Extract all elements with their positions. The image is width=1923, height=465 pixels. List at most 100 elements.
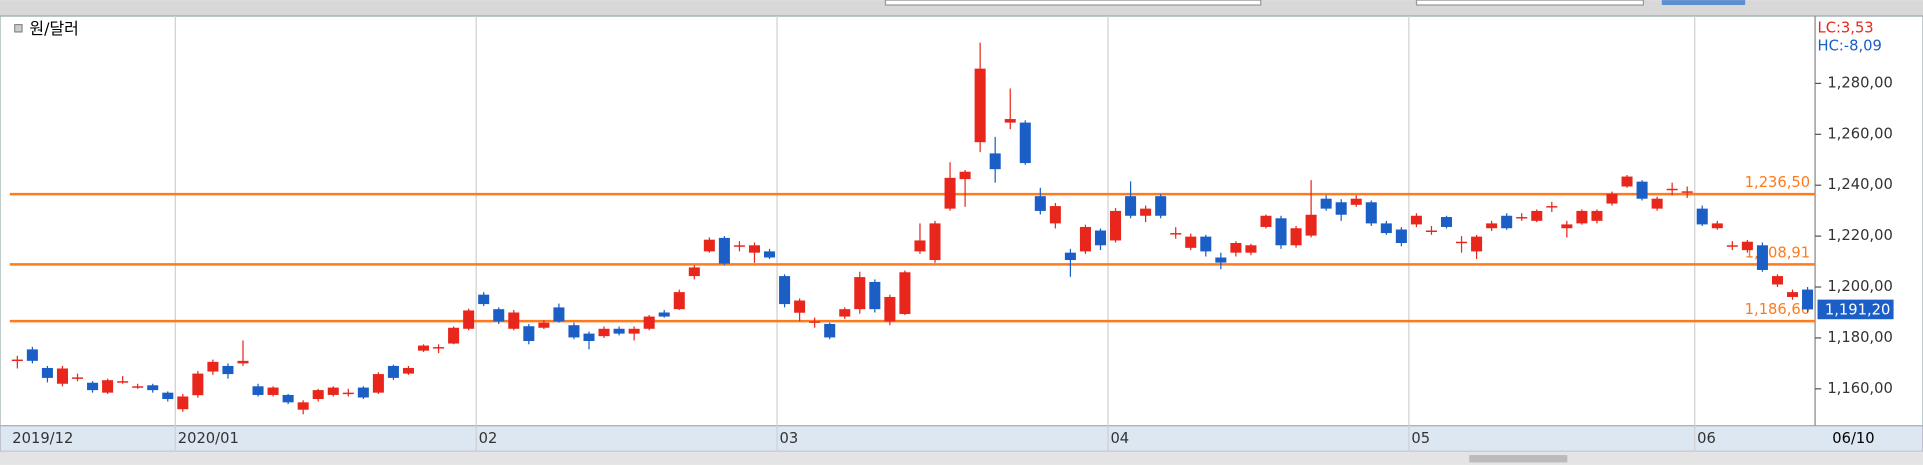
- scroll-thumb[interactable]: [1469, 455, 1568, 463]
- candle-body: [839, 309, 851, 317]
- toolbar-field[interactable]: [884, 0, 1262, 6]
- candle-body: [1395, 229, 1407, 243]
- candle-body: [1756, 245, 1768, 270]
- candle-body: [583, 333, 595, 341]
- candle-body: [613, 328, 625, 334]
- candle-body: [1651, 198, 1663, 209]
- candle-body: [252, 386, 264, 395]
- candle-body: [1155, 196, 1167, 216]
- level-label: 1,186,60: [1745, 301, 1810, 318]
- legend-swatch: [14, 24, 23, 33]
- candle-body: [1696, 208, 1708, 225]
- candle-body: [1380, 223, 1392, 234]
- candle-body: [207, 361, 219, 372]
- candle-body: [357, 387, 369, 398]
- candle-body: [267, 387, 279, 395]
- candle-body: [11, 359, 23, 362]
- candle-body: [1471, 236, 1483, 252]
- candle-body: [1320, 198, 1332, 209]
- candle-body: [523, 326, 535, 341]
- candle-body: [1125, 196, 1137, 216]
- candle-body: [463, 310, 475, 329]
- level-label: 1,236,50: [1745, 174, 1810, 191]
- candle-body: [989, 153, 1001, 170]
- x-tick-label: 2019/12: [12, 430, 73, 447]
- candle-body: [1200, 236, 1212, 252]
- toolbar-field[interactable]: [1415, 0, 1644, 6]
- candle-body: [342, 392, 354, 395]
- candle-body: [327, 387, 339, 395]
- candle-body: [1170, 233, 1182, 235]
- candle-body: [1516, 217, 1528, 219]
- candle-body: [147, 385, 159, 391]
- candle-body: [1110, 210, 1122, 241]
- candle-body: [809, 321, 821, 323]
- legend-label: 원/달러: [29, 19, 78, 38]
- x-axis-band: [0, 425, 1923, 453]
- candle-body: [102, 380, 114, 393]
- candle-body: [1771, 276, 1783, 285]
- candle-body: [1456, 241, 1468, 244]
- candle-body: [598, 328, 610, 337]
- candle-body: [1019, 122, 1031, 164]
- candle-body: [192, 373, 204, 396]
- candle-body: [1140, 208, 1152, 216]
- toolbar-button[interactable]: [1661, 0, 1746, 6]
- candle-body: [748, 245, 761, 253]
- candle-body: [222, 365, 234, 375]
- candle-body: [1546, 206, 1558, 208]
- candle-body: [1275, 218, 1287, 246]
- current-price-box: [1817, 299, 1894, 320]
- candle-body: [764, 251, 776, 258]
- candle-body: [643, 316, 655, 329]
- candle-body: [132, 386, 144, 388]
- candle-body: [26, 349, 38, 361]
- x-tick-label: 06: [1697, 430, 1716, 447]
- candle-body: [1079, 226, 1091, 252]
- candle-body: [1531, 210, 1543, 221]
- candle-body: [1802, 289, 1814, 310]
- candle-body: [1215, 257, 1227, 263]
- candle-body: [974, 68, 986, 143]
- y-tick-label: 1,160,00: [1827, 380, 1892, 397]
- candle-body: [1606, 193, 1618, 204]
- candle-body: [71, 377, 84, 379]
- candle-body: [899, 272, 911, 315]
- candle-body: [1230, 242, 1242, 253]
- candle-body: [1711, 223, 1723, 229]
- candle-body: [718, 237, 730, 264]
- annotation: HC:-8,09: [1818, 38, 1882, 55]
- candle-body: [87, 382, 99, 391]
- scrollbar[interactable]: [0, 451, 1923, 465]
- candle-body: [433, 347, 445, 349]
- candle-body: [402, 367, 414, 374]
- candle-body: [1245, 245, 1257, 253]
- candle-body: [869, 281, 881, 310]
- candle-body: [1501, 215, 1513, 229]
- candle-body: [162, 392, 174, 400]
- current-price-label: 1,191,20: [1825, 302, 1890, 319]
- y-tick-label: 1,260,00: [1827, 125, 1892, 142]
- candle-body: [1741, 241, 1753, 251]
- x-tick-label: 05: [1411, 430, 1430, 447]
- x-tick-label: 2020/01: [178, 430, 239, 447]
- candle-body: [1666, 188, 1678, 191]
- candle-body: [1621, 176, 1633, 187]
- candle-body: [387, 365, 399, 378]
- candle-body: [282, 394, 294, 403]
- candle-body: [1591, 210, 1603, 221]
- candle-body: [1290, 228, 1302, 246]
- candle-body: [703, 239, 715, 252]
- candle-body: [493, 309, 505, 322]
- candle-body: [553, 307, 565, 322]
- candle-body: [1034, 196, 1046, 211]
- candle-body: [237, 360, 249, 364]
- x-tick-label: 04: [1110, 430, 1129, 447]
- candle-body: [884, 296, 896, 322]
- candle-body: [1185, 236, 1197, 248]
- plot-panel: [0, 15, 1923, 428]
- candle-body: [959, 171, 971, 180]
- candle-body: [628, 328, 640, 334]
